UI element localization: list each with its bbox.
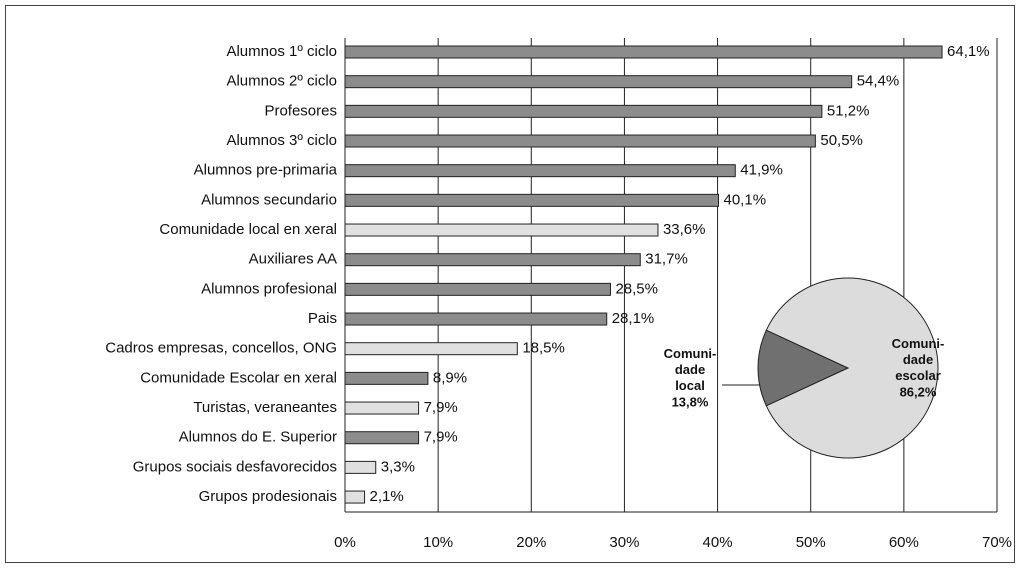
bar bbox=[344, 431, 420, 445]
value-label: 41,9% bbox=[740, 162, 783, 179]
y-tick-label: Turistas, veraneantes bbox=[193, 399, 337, 416]
y-tick-label: Comunidade Escolar en xeral bbox=[140, 369, 337, 386]
x-tick-label: 50% bbox=[796, 534, 826, 551]
value-label: 28,1% bbox=[612, 310, 655, 327]
bar bbox=[344, 371, 429, 385]
value-label: 54,4% bbox=[857, 73, 900, 90]
bar bbox=[344, 401, 420, 415]
y-tick-label: Pais bbox=[308, 310, 337, 327]
y-tick-label: Auxiliares AA bbox=[249, 251, 337, 268]
value-label: 7,9% bbox=[424, 399, 458, 416]
y-tick-label: Alumnos pre-primaria bbox=[194, 162, 338, 179]
y-tick-label: Profesores bbox=[264, 102, 337, 119]
y-tick-label: Alumnos 2º ciclo bbox=[226, 73, 337, 90]
bar bbox=[344, 282, 611, 296]
x-tick-label: 30% bbox=[609, 534, 639, 551]
y-tick-label: Comunidade local en xeral bbox=[159, 221, 337, 238]
value-label: 28,5% bbox=[615, 280, 658, 297]
bar bbox=[344, 342, 518, 356]
y-tick-label: Grupos sociais desfavorecidos bbox=[133, 458, 337, 475]
x-tick-label: 70% bbox=[982, 534, 1012, 551]
value-label: 50,5% bbox=[820, 132, 863, 149]
y-tick-label: Alumnos secundario bbox=[201, 191, 337, 208]
bar bbox=[344, 164, 736, 178]
bar bbox=[344, 193, 720, 207]
x-tick-label: 40% bbox=[703, 534, 733, 551]
value-label: 51,2% bbox=[827, 102, 870, 119]
y-tick-label: Alumnos do E. Superior bbox=[179, 429, 337, 446]
y-tick-label: Alumnos 3º ciclo bbox=[226, 132, 337, 149]
bar bbox=[344, 223, 659, 237]
bar bbox=[344, 312, 608, 326]
x-tick-label: 10% bbox=[423, 534, 453, 551]
value-label: 18,5% bbox=[522, 340, 565, 357]
bar bbox=[344, 134, 816, 148]
y-tick-label: Grupos prodesionais bbox=[199, 488, 337, 505]
value-label: 2,1% bbox=[370, 488, 404, 505]
value-label: 3,3% bbox=[381, 458, 415, 475]
x-tick-label: 20% bbox=[516, 534, 546, 551]
bar bbox=[344, 45, 943, 59]
bar bbox=[344, 75, 853, 89]
value-label: 31,7% bbox=[645, 251, 688, 268]
y-tick-label: Cadros empresas, concellos, ONG bbox=[105, 340, 337, 357]
slice-label: Comuni-dade local bbox=[664, 346, 717, 393]
slice-label: Comuni-dade escolar bbox=[892, 336, 945, 383]
y-tick-label: Alumnos 1º ciclo bbox=[226, 43, 337, 60]
value-label: 8,9% bbox=[433, 369, 467, 386]
pie-slice bbox=[765, 277, 939, 459]
value-label: 33,6% bbox=[663, 221, 706, 238]
value-label: 40,1% bbox=[724, 191, 767, 208]
x-tick-label: 60% bbox=[889, 534, 919, 551]
pie-slice bbox=[757, 329, 850, 407]
x-tick-label: 0% bbox=[334, 534, 356, 551]
bar bbox=[344, 253, 641, 267]
bar bbox=[344, 460, 377, 474]
bar bbox=[344, 104, 823, 118]
slice-value-label: 13,8% bbox=[672, 394, 709, 409]
y-tick-label: Alumnos profesional bbox=[201, 280, 337, 297]
bar bbox=[344, 490, 366, 504]
value-label: 7,9% bbox=[424, 429, 458, 446]
slice-value-label: 86,2% bbox=[900, 384, 937, 399]
value-label: 64,1% bbox=[947, 43, 990, 60]
